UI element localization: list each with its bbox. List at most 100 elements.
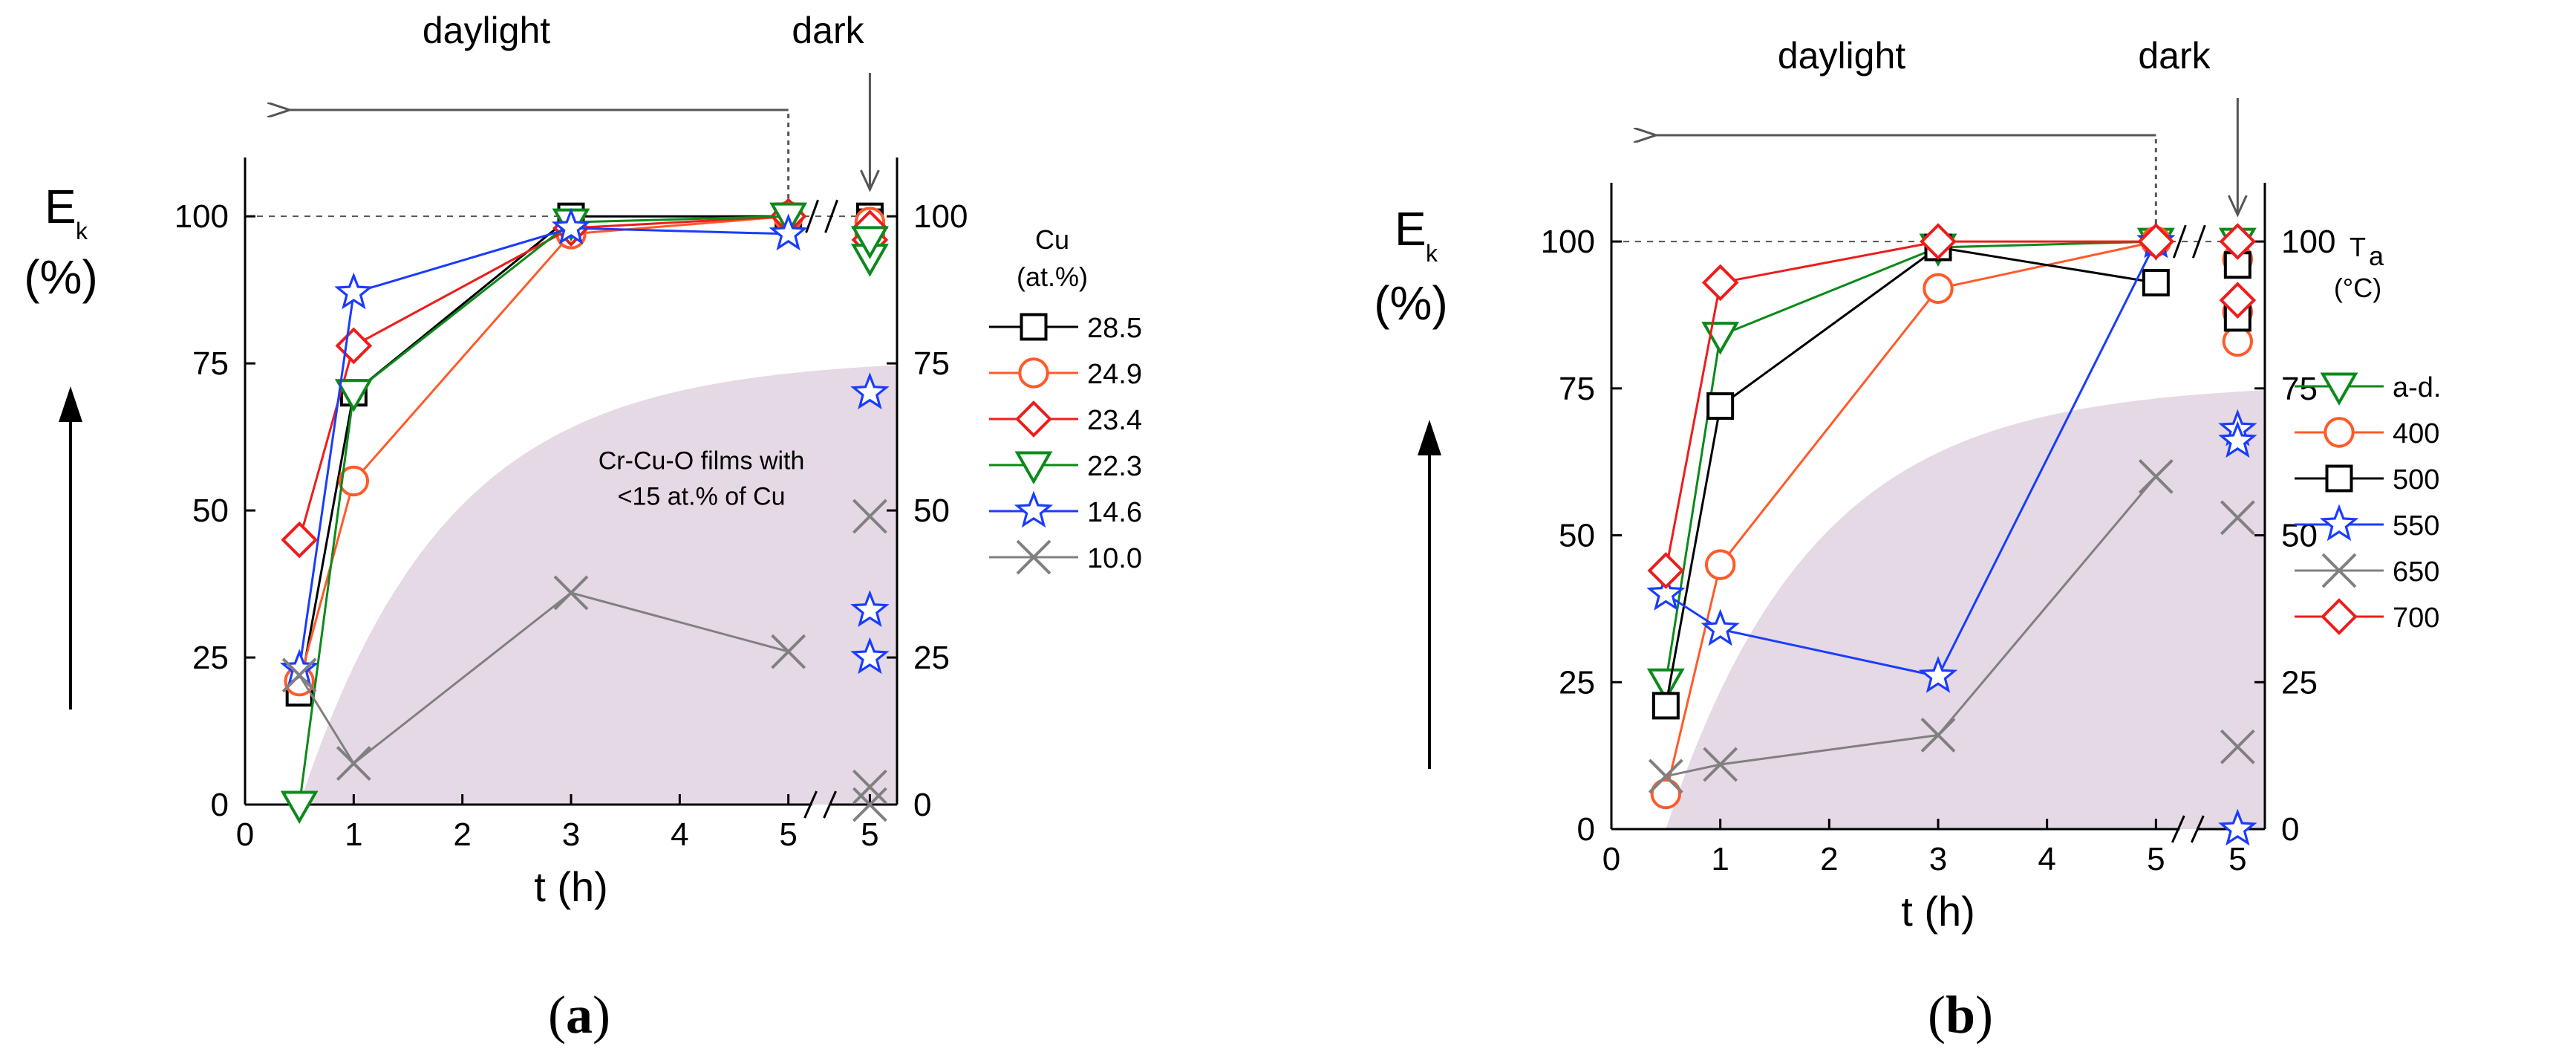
inset-text: <15 at.% of Cu (618, 483, 786, 511)
data-point (1918, 655, 1958, 693)
x-tick-label: 0 (1602, 841, 1620, 877)
x-tick-label-dark: 5 (2228, 841, 2246, 877)
panel-label: (b) (1928, 985, 1993, 1045)
y-axis-title-main: E (45, 180, 76, 233)
dark-label: dark (792, 10, 864, 51)
legend-marker (1020, 313, 1048, 341)
dark-data-point (850, 226, 889, 259)
legend-marker (2321, 553, 2357, 588)
legend-marker (2321, 598, 2358, 635)
shaded-region (299, 365, 898, 805)
legend-entry: 500 (2295, 464, 2439, 496)
legend-marker (1014, 451, 1053, 485)
y-axis-title-main: E (1395, 202, 1426, 256)
legend-marker (2325, 464, 2353, 493)
dark-data-point (2220, 500, 2255, 536)
series-line (1664, 246, 2156, 707)
panel-label-close: ) (1975, 985, 1993, 1045)
legend-marker (1016, 539, 1051, 575)
legend-label: 650 (2393, 556, 2439, 588)
data-point (336, 746, 371, 781)
data-point (1920, 223, 1957, 260)
legend-entry: a-d. (2295, 372, 2441, 406)
y-tick-label-right: 0 (2281, 811, 2299, 848)
panel-label-open: ( (548, 985, 566, 1045)
y-tick-label-right: 50 (2281, 518, 2318, 554)
series-line (1664, 240, 2156, 571)
y-tick-label-right: 100 (913, 198, 968, 235)
data-point (1701, 264, 1739, 302)
legend-label: a-d. (2393, 372, 2441, 403)
series-line (1664, 240, 2156, 683)
data-point (280, 790, 319, 825)
legend-entry: 650 (2295, 553, 2439, 588)
legend-label: 23.4 (1087, 405, 1142, 436)
dark-data-point (850, 590, 890, 628)
dark-arrow-head (2227, 195, 2248, 218)
x-tick-label-dark: 5 (861, 816, 878, 853)
daylight-label: daylight (423, 10, 550, 51)
x-tick-label: 5 (2147, 841, 2165, 877)
x-tick-label: 0 (236, 816, 254, 853)
legend-entry: 700 (2295, 598, 2439, 635)
legend-label: 400 (2393, 418, 2439, 449)
data-point (335, 327, 373, 365)
x-tick-label: 1 (1711, 841, 1729, 877)
legend-label: 14.6 (1087, 497, 1142, 528)
data-point (1646, 574, 1686, 611)
legend-entry: 24.9 (989, 357, 1142, 390)
y-tick-label: 0 (1577, 811, 1595, 848)
data-point (281, 521, 318, 559)
y-tick-label-right: 100 (2281, 224, 2335, 260)
y-arrow-head (59, 386, 82, 422)
data-point (1920, 718, 1956, 753)
legend-marker (2320, 372, 2358, 406)
data-point (1648, 759, 1683, 794)
legend-label: 700 (2393, 603, 2439, 634)
legend-label: 500 (2393, 464, 2439, 496)
legend-marker (1018, 357, 1049, 389)
series-line (298, 591, 789, 765)
legend-label: 22.3 (1087, 451, 1142, 482)
legend-entry: 22.3 (989, 451, 1142, 485)
daylight-label: daylight (1778, 35, 1905, 77)
y-tick-label-right: 25 (2281, 664, 2318, 701)
legend-title: T (2350, 232, 2366, 262)
y-tick-label: 50 (192, 493, 229, 529)
legend-marker (2324, 417, 2355, 448)
data-point (1703, 747, 1738, 782)
series-650 (1648, 459, 2255, 794)
legend-title: Cu (1035, 224, 1069, 255)
data-point (338, 465, 370, 497)
dark-data-point (2220, 729, 2255, 764)
dark-data-point (2218, 420, 2257, 458)
y-tick-label-right: 50 (913, 493, 950, 529)
data-point (334, 379, 373, 412)
dark-data-point (852, 769, 887, 805)
dark-data-point (852, 498, 887, 534)
dark-data-point (850, 637, 890, 675)
y-axis-title-sub: k (1426, 240, 1438, 267)
y-tick-label: 25 (1559, 664, 1595, 701)
legend-title-unit: (at.%) (1017, 262, 1088, 292)
data-point (2142, 268, 2170, 296)
legend-marker (1015, 400, 1052, 438)
dark-data-point (2219, 282, 2257, 319)
panel-label: (a) (548, 985, 610, 1045)
panel-label-letter: b (1946, 985, 1975, 1045)
dark-label: dark (2138, 35, 2211, 77)
legend-marker (2319, 504, 2359, 542)
panel-label-close: ) (593, 985, 610, 1045)
data-point (2138, 459, 2174, 494)
y-tick-label: 100 (175, 198, 229, 235)
y-arrow-head (1418, 420, 1441, 455)
inset-text: Cr-Cu-O films with (599, 447, 805, 475)
series-line (298, 215, 789, 693)
y-tick-label: 25 (192, 640, 229, 676)
data-point (334, 272, 374, 310)
series-line (1665, 475, 2157, 778)
legend-marker (1014, 490, 1054, 528)
